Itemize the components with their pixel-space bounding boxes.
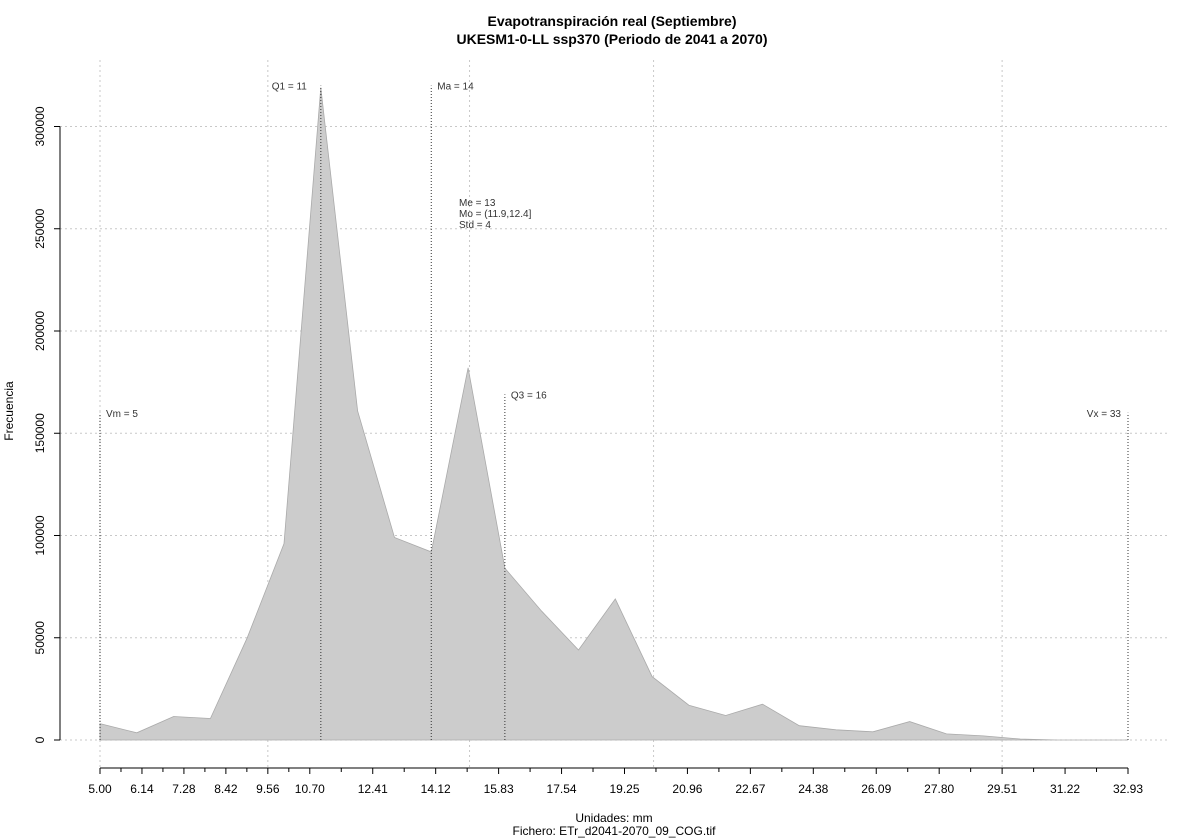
x-tick-label: 24.38 [798,782,828,796]
y-tick-label: 150000 [33,413,47,453]
x-tick-label: 19.25 [609,782,639,796]
chart-caption: Fichero: ETr_d2041-2070_09_COG.tif [513,824,717,838]
y-tick-label: 250000 [33,208,47,248]
x-tick-label: 6.14 [130,782,154,796]
x-tick-label: 32.93 [1113,782,1143,796]
stat-std: Std = 4 [459,220,491,231]
x-tick-label: 7.28 [172,782,196,796]
axes: 0 50000 100000 150000 200000 250000 300000 5.00… [33,106,1143,796]
x-tick-label: 15.83 [484,782,514,796]
x-tick-label: 12.41 [358,782,388,796]
marker-label: Ma = 14 [437,82,474,93]
stat-mode: Mo = (11.9,12.4] [459,209,532,220]
x-tick-label: 10.70 [295,782,325,796]
chart-title: Evapotranspiración real (Septiembre) [488,13,737,29]
area-series [99,87,1128,741]
x-tick-label: 26.09 [861,782,891,796]
statistic-markers: Vm = 5 Q1 = 11 Ma = 14 Q3 = 16 Vx = 33 [99,82,1129,740]
x-tick-label: 20.96 [672,782,702,796]
marker-label: Vx = 33 [1087,409,1122,420]
chart-subtitle: UKESM1-0-LL ssp370 (Periodo de 2041 a 20… [457,31,768,47]
marker-label: Q1 = 11 [272,82,308,93]
x-tick-label: 5.00 [88,782,112,796]
stat-median: Me = 13 [459,198,496,209]
x-tick-label: 14.12 [421,782,451,796]
marker-label: Vm = 5 [106,409,138,420]
x-tick-label: 31.22 [1050,782,1080,796]
x-tick-label: 29.51 [987,782,1017,796]
marker-label: Q3 = 16 [511,390,547,401]
y-tick-label: 50000 [33,621,47,655]
y-tick-label: 200000 [33,311,47,351]
x-tick-label: 9.56 [256,782,280,796]
x-axis-label: Unidades: mm [575,811,652,825]
x-tick-label: 27.80 [924,782,954,796]
x-tick-label: 22.67 [735,782,765,796]
y-tick-label: 0 [33,736,47,743]
x-tick-label: 17.54 [547,782,577,796]
x-tick-label: 8.42 [214,782,238,796]
frequency-area [99,87,1128,741]
y-tick-label: 100000 [33,515,47,555]
y-axis-label: Frecuencia [2,381,16,441]
y-tick-label: 300000 [33,106,47,146]
